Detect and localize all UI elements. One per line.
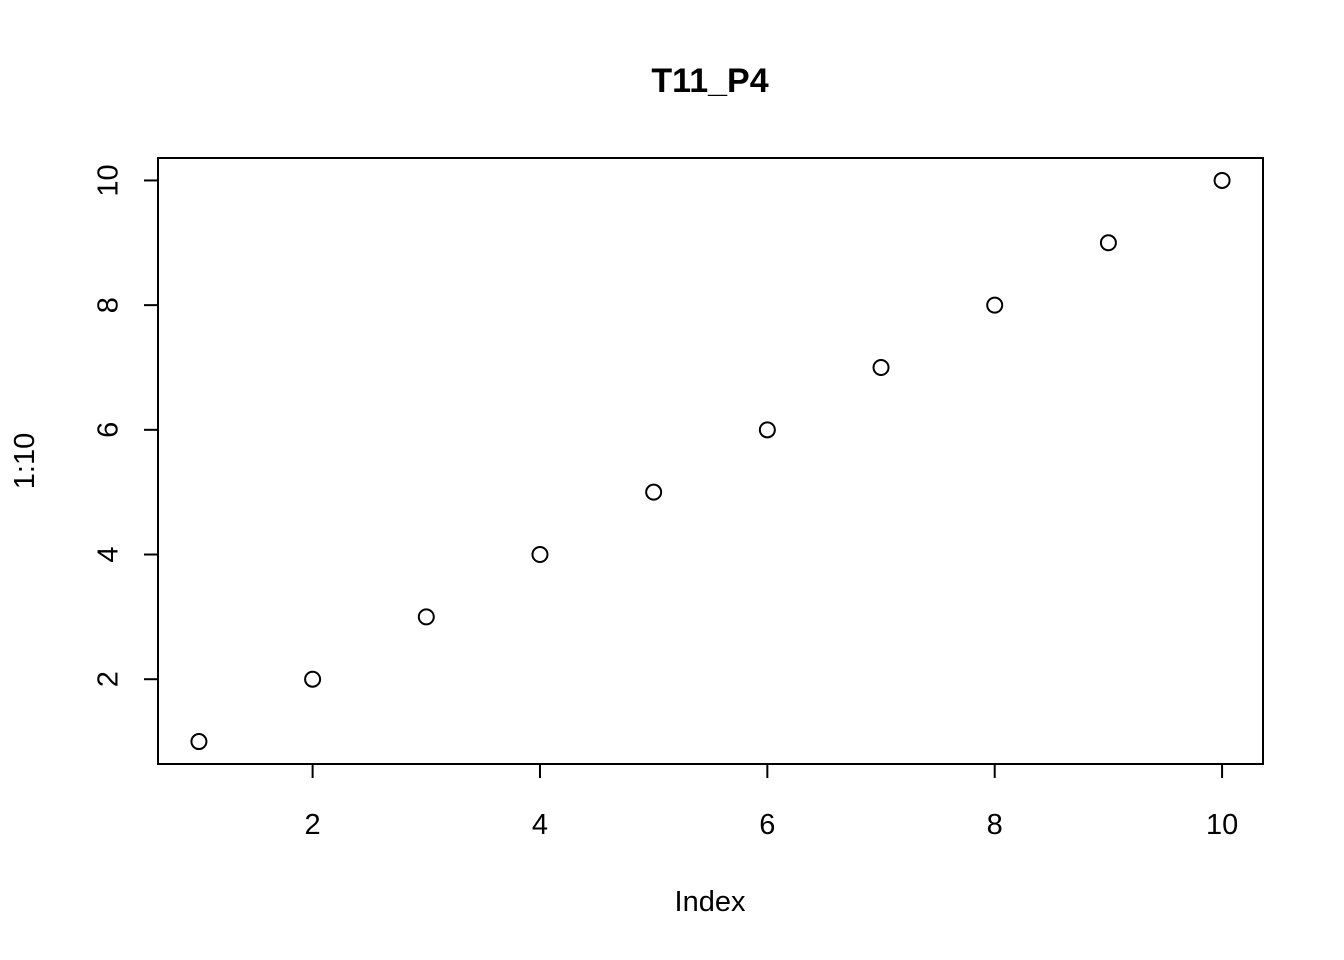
x-axis: 2 4 6 8 10	[305, 764, 1238, 841]
data-points	[190, 171, 1231, 751]
x-tick-label: 10	[1206, 809, 1238, 841]
chart-title: T11_P4	[651, 62, 768, 100]
y-tick-label: 6	[93, 422, 125, 438]
data-point	[1213, 171, 1231, 189]
data-point	[1099, 234, 1117, 252]
data-point	[531, 546, 549, 564]
y-tick-label: 4	[93, 546, 125, 562]
x-tick-label: 8	[987, 809, 1003, 841]
data-point	[417, 608, 435, 626]
data-point	[758, 421, 776, 439]
y-tick-label: 8	[93, 297, 125, 313]
plot-frame	[157, 157, 1264, 765]
x-tick-label: 4	[532, 809, 548, 841]
y-axis-label: 1:10	[9, 433, 41, 489]
x-tick-label: 6	[759, 809, 775, 841]
y-axis: 2 4 6 8 10	[93, 164, 158, 687]
data-point	[872, 358, 890, 376]
x-axis-label: Index	[675, 886, 746, 918]
data-point	[645, 483, 663, 501]
y-tick-label: 2	[93, 671, 125, 687]
y-tick-label: 10	[93, 164, 125, 196]
data-point	[190, 733, 208, 751]
data-point	[986, 296, 1004, 314]
data-point	[304, 670, 322, 688]
x-tick-label: 2	[305, 809, 321, 841]
